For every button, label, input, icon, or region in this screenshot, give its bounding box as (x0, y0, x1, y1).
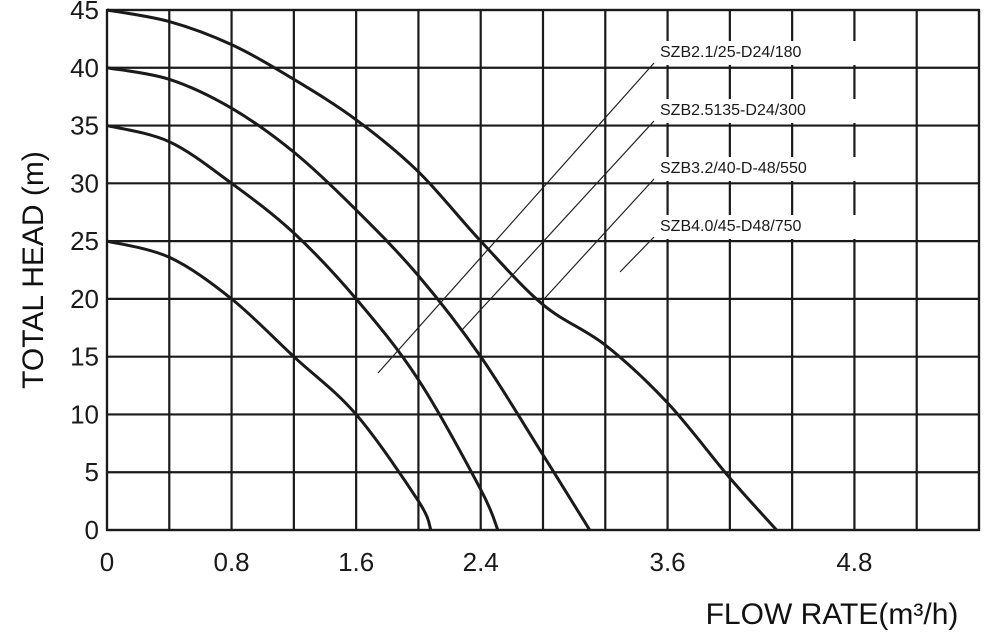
series-curve-1 (106, 239, 433, 531)
y-tick-label: 0 (85, 515, 99, 545)
y-tick-label: 15 (70, 342, 99, 372)
legend-label: SZB2.1/25-D24/180 (660, 44, 802, 61)
series-curve-4 (106, 8, 778, 532)
legend-leader-lines (377, 62, 655, 374)
x-tick-label: 1.6 (338, 547, 374, 577)
y-tick-label: 30 (70, 168, 99, 198)
legend-label-bg (656, 215, 864, 239)
y-tick-label: 25 (70, 226, 99, 256)
legend-label-bg (656, 99, 864, 123)
x-tick-label: 0.8 (213, 547, 249, 577)
series-curve-2 (106, 124, 500, 531)
y-axis-title: TOTAL HEAD (m) (17, 151, 50, 389)
y-tick-label: 40 (70, 53, 99, 83)
y-tick-label: 45 (70, 0, 99, 25)
series-curve-3 (106, 66, 591, 531)
y-tick-label: 35 (70, 111, 99, 141)
grid-lines (105, 8, 981, 532)
y-tick-label: 10 (70, 399, 99, 429)
legend-label: SZB3.2/40-D-48/550 (660, 160, 807, 177)
series-curves (106, 8, 778, 532)
legend-leader-line (377, 62, 655, 374)
x-axis-ticks: 0 0.8 1.6 2.4 3.6 4.8 (100, 547, 873, 577)
y-tick-label: 20 (70, 284, 99, 314)
plot-frame (105, 8, 981, 532)
x-tick-label: 0 (100, 547, 114, 577)
legend-leader-line (461, 120, 655, 331)
legend-label: SZB4.0/45-D48/750 (660, 218, 802, 235)
legend-label: SZB2.5135-D24/300 (660, 102, 806, 119)
x-tick-label: 4.8 (836, 547, 872, 577)
legend-label-bg (656, 41, 864, 65)
x-tick-label: 2.4 (463, 547, 499, 577)
legend-label-bg (656, 157, 864, 181)
legend: SZB2.1/25-D24/180 SZB2.5135-D24/300 SZB3.2… (656, 41, 864, 239)
y-axis-ticks: 0 5 10 15 20 25 30 35 40 45 (70, 0, 99, 545)
x-axis-title: FLOW RATE(m³/h) (706, 598, 959, 631)
y-tick-label: 5 (85, 457, 99, 487)
legend-leader-line (544, 178, 655, 299)
x-tick-label: 3.6 (649, 547, 685, 577)
legend-leader-line (619, 236, 655, 273)
